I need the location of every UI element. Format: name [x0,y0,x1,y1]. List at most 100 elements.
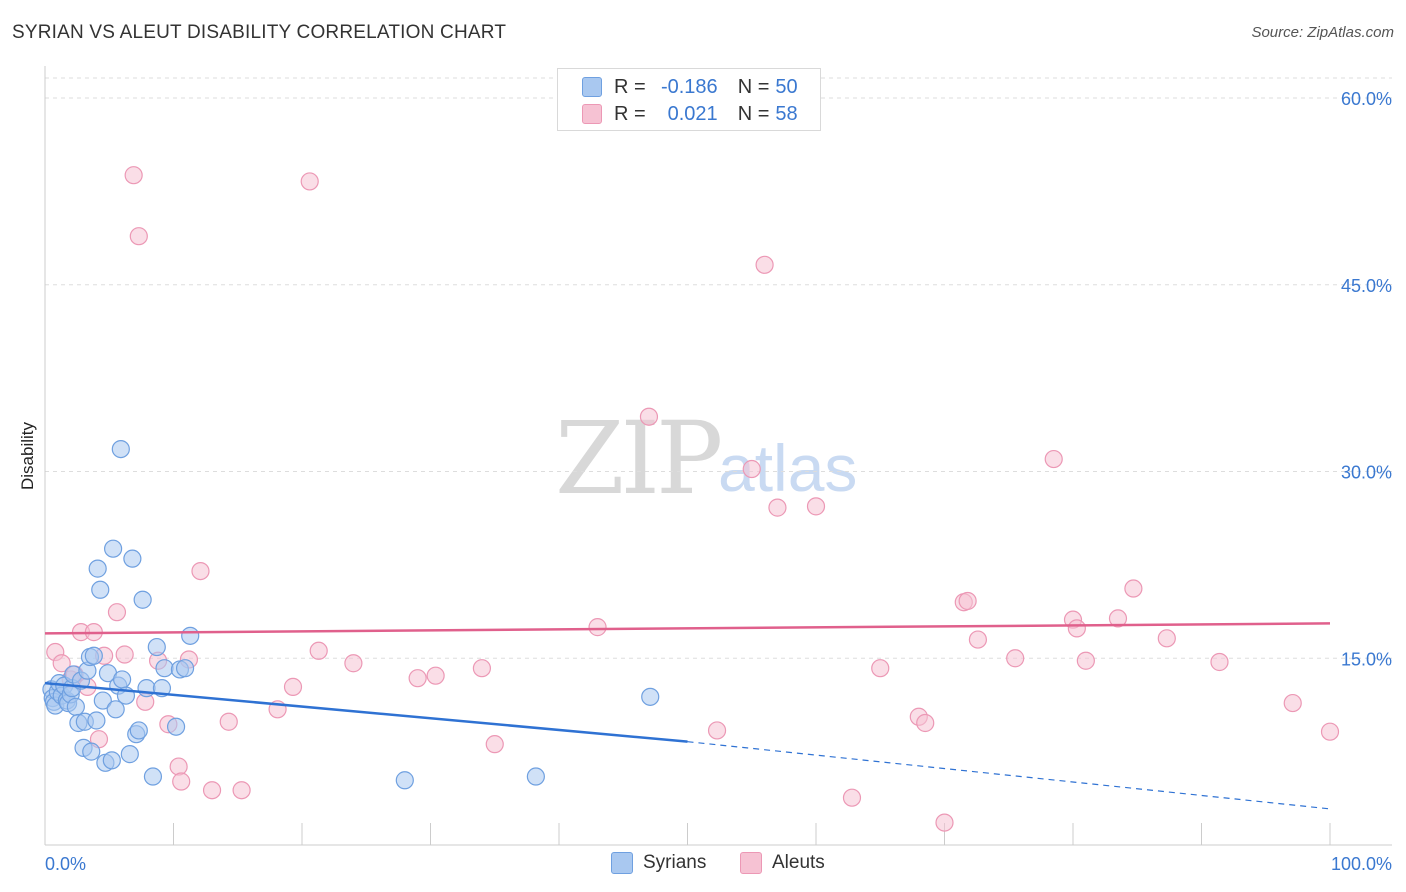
aleut-point [300,172,319,191]
aleut-point [755,255,774,274]
aleut-point [202,781,222,800]
aleut-point [588,618,607,637]
syrian-point [88,559,107,578]
aleut-point [639,407,659,426]
aleuts-legend-label: Aleuts [772,852,825,873]
syrians-trend-line [44,681,688,743]
aleut-point [1283,693,1302,713]
legend-item-aleuts: Aleuts [740,852,825,874]
syrian-point [155,659,174,678]
aleut-point [1124,579,1143,598]
x-tick-label-max: 100.0% [1331,854,1392,874]
chart-title: SYRIAN VS ALEUT DISABILITY CORRELATION C… [12,22,507,43]
syrian-point [181,626,200,645]
y-tick-label: 45.0% [1341,276,1392,296]
aleut-point [191,561,210,581]
correlation-legend: R = -0.186 N = 50 R = 0.021 N = 58 [557,68,821,131]
aleut-point [1157,629,1176,648]
syrians-trend-line-extrapolated [687,741,1331,810]
aleut-point [472,659,491,678]
aleut-point [768,498,787,517]
syrian-point [143,767,163,786]
syrian-point [91,580,110,599]
aleuts-legend-swatch [740,852,762,874]
aleut-point [344,654,363,673]
n-label: N = [737,75,770,98]
watermark-zip: ZIP [555,400,723,517]
aleuts-trend-line [44,622,1331,635]
y-tick-label: 15.0% [1341,649,1392,669]
syrian-point [133,590,152,609]
aleut-point [1044,449,1063,469]
aleut-point [742,459,761,479]
syrian-point [123,549,142,568]
aleut-point [219,712,238,731]
aleut-point [968,630,988,649]
legend-item-syrians: Syrians [611,852,706,874]
aleut-point [232,781,251,800]
r-label: R = [614,102,646,125]
syrian-point [112,670,132,689]
aleut-point [707,721,727,740]
legend-row-aleuts: R = 0.021 N = 58 [582,101,798,127]
aleut-point [1067,619,1086,638]
aleut-point [283,677,303,696]
aleut-point [871,659,890,678]
legend-row-syrians: R = -0.186 N = 50 [582,74,798,100]
syrian-point [102,751,121,770]
aleut-point [916,713,935,733]
syrian-point [106,700,125,719]
watermark-atlas: atlas [718,431,858,505]
aleut-point [1320,722,1340,741]
aleut-point [1210,652,1229,672]
syrian-point [526,767,545,786]
n-value-aleuts: 58 [775,102,798,125]
x-tick-label-min: 0.0% [45,854,86,874]
syrian-point [641,687,660,706]
n-label: N = [737,102,770,125]
syrian-point [84,646,103,665]
syrian-point [87,711,106,730]
syrian-point [120,745,139,764]
aleuts-swatch [582,104,602,124]
y-tick-label: 30.0% [1341,463,1392,483]
aleut-point [1076,651,1095,670]
aleut-point [958,591,977,611]
n-value-syrians: 50 [775,75,798,98]
aleut-point [806,497,826,516]
aleut-point [169,757,188,776]
syrian-point [147,637,166,657]
syrian-point [175,659,195,678]
y-tick-label: 60.0% [1341,89,1392,109]
aleut-point [309,641,328,660]
aleut-point [52,654,71,673]
syrian-point [129,721,148,740]
aleut-point [129,227,148,246]
aleut-point [485,735,504,754]
aleut-point [408,669,427,688]
syrian-point [104,539,123,558]
aleut-point [1108,609,1128,628]
aleut-point [842,788,862,807]
syrians-swatch [582,77,602,97]
syrian-point [82,742,101,761]
syrians-legend-swatch [611,852,633,874]
aleut-point [115,645,134,664]
syrian-point [66,697,85,716]
syrian-point [395,771,414,790]
aleut-point [935,813,954,832]
aleut-point [1006,649,1025,668]
aleut-point [124,166,143,185]
r-value-syrians: -0.186 [660,75,718,98]
aleut-point [107,603,127,622]
source-label: Source: ZipAtlas.com [1251,24,1394,41]
aleut-point [426,666,445,685]
syrians-legend-label: Syrians [643,852,707,873]
r-value-aleuts: 0.021 [667,102,718,125]
syrian-point [166,717,186,736]
syrian-point [93,691,112,710]
r-label: R = [614,75,646,98]
syrian-point [111,439,130,459]
aleut-point [172,772,191,791]
